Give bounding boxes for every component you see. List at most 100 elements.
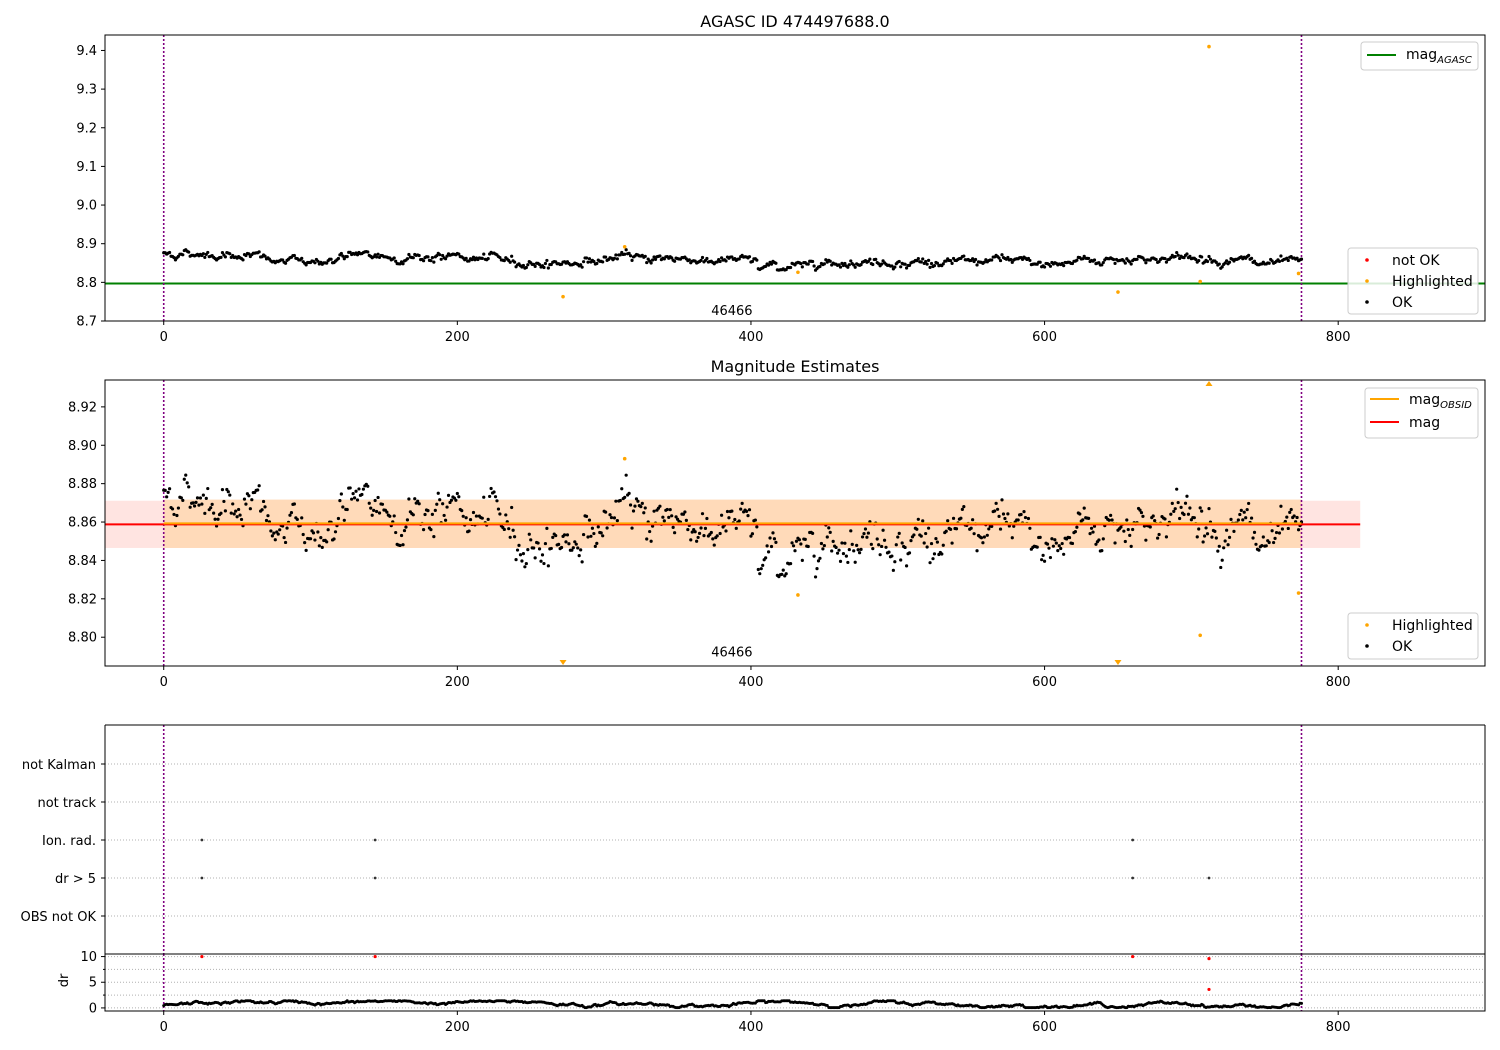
- ok-point: [969, 526, 973, 530]
- ok-point: [1286, 526, 1290, 531]
- flag-point: [373, 838, 377, 842]
- y-tick-label: 8.7: [76, 315, 97, 330]
- ok-point: [276, 532, 280, 536]
- ok-point: [912, 533, 916, 537]
- ok-point: [1245, 507, 1249, 512]
- ok-point: [822, 262, 826, 266]
- ok-point: [206, 486, 210, 491]
- ok-point: [1208, 257, 1213, 261]
- ok-point: [1227, 535, 1232, 539]
- ok-point: [272, 531, 276, 535]
- ok-point: [524, 265, 528, 270]
- ok-point: [843, 541, 847, 545]
- ok-point: [510, 254, 514, 258]
- ok-point: [1283, 519, 1287, 524]
- flag-label: not track: [37, 796, 96, 811]
- legend-bottom: [1347, 247, 1479, 315]
- ok-point: [234, 509, 238, 513]
- ok-point: [204, 496, 208, 500]
- ok-point: [593, 544, 597, 548]
- ok-point: [399, 533, 404, 538]
- ok-point: [604, 510, 608, 514]
- ok-point: [203, 255, 207, 260]
- ok-point: [1261, 535, 1265, 539]
- ok-point: [1164, 535, 1169, 539]
- ok-point: [812, 264, 816, 268]
- ok-point: [502, 259, 506, 263]
- ok-point: [163, 488, 167, 492]
- x-tick-label: 400: [739, 330, 764, 345]
- y-tick-label: 8.86: [68, 516, 97, 531]
- ok-point: [941, 543, 945, 547]
- ok-point: [699, 258, 703, 262]
- ok-point: [339, 251, 343, 256]
- ok-point: [517, 543, 521, 548]
- ok-point: [1109, 513, 1113, 517]
- ok-point: [401, 262, 405, 266]
- ok-point: [916, 517, 920, 521]
- ok-point: [871, 262, 875, 267]
- ok-point: [325, 261, 329, 265]
- ok-point: [781, 568, 785, 572]
- highlighted-point: [1296, 271, 1301, 276]
- ok-point: [542, 265, 546, 270]
- ok-point: [188, 505, 192, 509]
- flag-point: [373, 876, 377, 880]
- ok-point: [247, 252, 251, 256]
- ok-point: [645, 260, 649, 265]
- ok-point: [951, 516, 956, 520]
- ok-point: [348, 250, 352, 254]
- x-tick-label: 800: [1326, 675, 1351, 690]
- ok-point: [1295, 515, 1299, 520]
- ok-point: [825, 535, 829, 539]
- ok-point: [828, 259, 832, 263]
- ok-point: [351, 492, 355, 496]
- not-ok-point: [200, 954, 204, 959]
- ok-point: [1207, 507, 1211, 511]
- ok-point: [715, 534, 719, 538]
- ok-point: [982, 260, 986, 264]
- not-ok-point: [1207, 987, 1211, 992]
- ok-point: [495, 499, 499, 503]
- ok-point: [1126, 527, 1130, 532]
- ok-point: [944, 529, 948, 533]
- ok-point: [993, 509, 997, 513]
- ok-point: [623, 495, 627, 499]
- ok-point: [352, 496, 357, 500]
- ok-point: [874, 257, 878, 261]
- ok-point: [1236, 518, 1240, 522]
- ok-point: [1252, 530, 1257, 534]
- ok-point: [361, 487, 365, 491]
- ok-point: [1216, 549, 1220, 553]
- ok-point: [238, 513, 242, 517]
- ok-point: [319, 536, 323, 540]
- ok-point: [443, 257, 448, 261]
- legend-label-main: mag: [1406, 47, 1437, 63]
- ok-point: [998, 258, 1003, 263]
- ok-point: [539, 559, 543, 563]
- ok-point: [774, 540, 778, 544]
- ok-point: [768, 536, 772, 540]
- ok-point: [1122, 529, 1126, 533]
- ok-point: [744, 509, 749, 513]
- ok-point: [740, 501, 744, 506]
- ok-point: [457, 252, 461, 256]
- ok-point: [683, 510, 687, 514]
- ok-point: [1217, 544, 1221, 548]
- ok-point: [1053, 538, 1057, 542]
- ok-point: [605, 526, 609, 530]
- ok-point: [604, 255, 608, 259]
- ok-point: [950, 261, 954, 265]
- legend-label-subscript: AGASC: [1436, 55, 1472, 66]
- ok-point: [1267, 540, 1271, 545]
- highlighted-point: [796, 593, 800, 597]
- highlighted-point: [622, 456, 627, 461]
- ok-point: [695, 539, 699, 543]
- ok-point: [650, 524, 655, 528]
- ok-point: [565, 533, 570, 537]
- y-tick-label: 9.2: [76, 121, 97, 136]
- ok-point: [987, 527, 991, 531]
- ok-point: [866, 259, 871, 263]
- ok-point: [924, 259, 928, 264]
- ok-point: [289, 510, 294, 515]
